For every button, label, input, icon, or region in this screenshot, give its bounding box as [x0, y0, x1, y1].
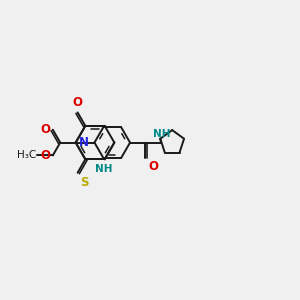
Text: N: N [79, 136, 89, 149]
Text: NH: NH [153, 129, 170, 139]
Text: O: O [40, 123, 50, 136]
Text: O: O [148, 160, 158, 172]
Text: NH: NH [95, 164, 113, 174]
Text: O: O [40, 149, 50, 162]
Text: H₃C: H₃C [16, 150, 36, 161]
Text: O: O [73, 96, 82, 109]
Text: S: S [80, 176, 88, 189]
